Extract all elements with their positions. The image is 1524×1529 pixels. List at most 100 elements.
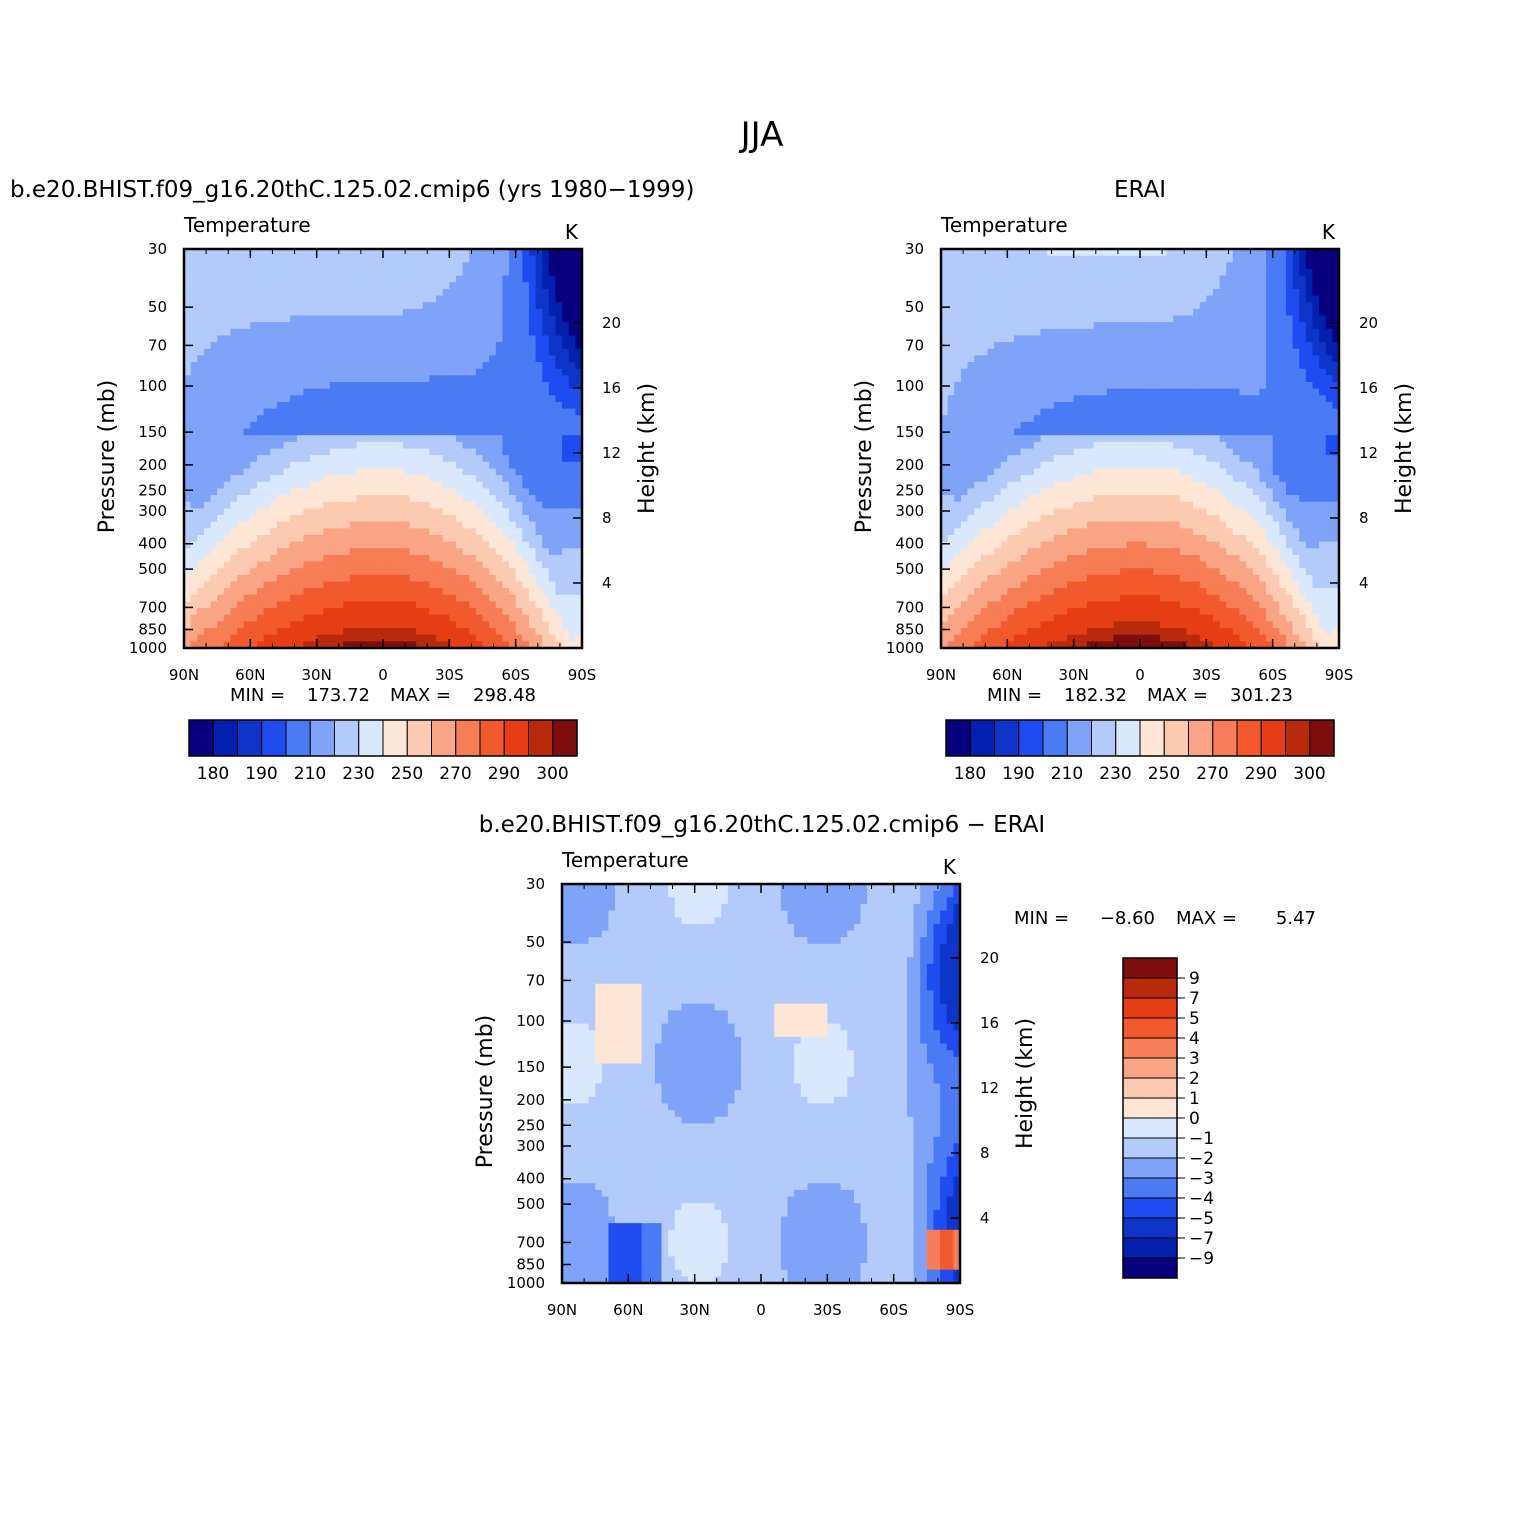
field-cell — [974, 389, 981, 396]
field-cell — [502, 429, 509, 436]
field-cell — [436, 615, 443, 622]
field-cell — [224, 289, 231, 296]
field-cell — [343, 495, 350, 502]
field-cell — [250, 455, 257, 462]
field-cell — [257, 582, 264, 589]
field-cell — [555, 329, 562, 336]
field-cell — [1240, 262, 1247, 269]
field-cell — [224, 402, 231, 409]
field-cell — [489, 515, 496, 522]
field-cell — [410, 329, 417, 336]
field-cell — [1054, 382, 1061, 389]
field-cell — [303, 555, 310, 562]
field-cell — [1074, 282, 1081, 289]
field-cell — [1253, 382, 1260, 389]
field-cell — [1226, 355, 1233, 362]
field-cell — [1299, 349, 1306, 356]
field-cell — [536, 628, 543, 635]
field-cell — [410, 296, 417, 303]
field-cell — [350, 276, 357, 283]
field-cell — [356, 482, 363, 489]
field-cell — [244, 355, 251, 362]
field-cell — [1120, 276, 1127, 283]
field-cell — [449, 595, 456, 602]
field-cell — [555, 262, 562, 269]
field-cell — [230, 522, 237, 529]
field-cell — [569, 355, 576, 362]
field-cell — [476, 369, 483, 376]
field-cell — [284, 522, 291, 529]
field-cell — [542, 588, 549, 595]
field-cell — [204, 289, 211, 296]
field-cell — [549, 322, 556, 329]
field-cell — [244, 575, 251, 582]
field-cell — [456, 595, 463, 602]
field-cell — [297, 269, 304, 276]
field-cell — [1240, 355, 1247, 362]
field-cell — [542, 415, 549, 422]
field-cell — [264, 575, 271, 582]
field-cell — [363, 608, 370, 615]
field-cell — [443, 262, 450, 269]
field-cell — [987, 256, 994, 263]
field-cell — [244, 615, 251, 622]
field-cell — [383, 322, 390, 329]
field-cell — [449, 508, 456, 515]
field-cell — [237, 429, 244, 436]
field-cell — [244, 495, 251, 502]
field-cell — [204, 635, 211, 642]
field-cell — [1107, 296, 1114, 303]
field-cell — [994, 322, 1001, 329]
field-cell — [277, 422, 284, 429]
field-cell — [224, 608, 231, 615]
field-cell — [1113, 382, 1120, 389]
field-cell — [1021, 256, 1028, 263]
field-cell — [476, 522, 483, 529]
field-cell — [376, 588, 383, 595]
field-cell — [443, 449, 450, 456]
field-cell — [1180, 296, 1187, 303]
field-cell — [230, 488, 237, 495]
field-cell — [310, 462, 317, 469]
field-cell — [502, 535, 509, 542]
field-cell — [224, 362, 231, 369]
field-cell — [297, 621, 304, 628]
field-cell — [383, 296, 390, 303]
field-cell — [1007, 335, 1014, 342]
field-cell — [244, 588, 251, 595]
field-cell — [343, 548, 350, 555]
field-cell — [350, 508, 357, 515]
field-cell — [204, 422, 211, 429]
field-cell — [250, 276, 257, 283]
field-cell — [1120, 342, 1127, 349]
field-cell — [284, 316, 291, 323]
field-cell — [350, 475, 357, 482]
field-cell — [529, 495, 536, 502]
field-cell — [363, 362, 370, 369]
field-cell — [416, 475, 423, 482]
field-cell — [463, 276, 470, 283]
field-cell — [529, 289, 536, 296]
field-cell — [390, 256, 397, 263]
field-cell — [536, 382, 543, 389]
field-cell — [217, 415, 224, 422]
field-cell — [1273, 262, 1280, 269]
field-cell — [436, 475, 443, 482]
field-cell — [496, 369, 503, 376]
field-cell — [974, 302, 981, 309]
field-cell — [217, 355, 224, 362]
field-cell — [496, 409, 503, 416]
field-cell — [1226, 282, 1233, 289]
field-cell — [217, 601, 224, 608]
field-cell — [257, 369, 264, 376]
field-cell — [370, 562, 377, 569]
field-cell — [383, 415, 390, 422]
field-cell — [230, 582, 237, 589]
field-cell — [350, 349, 357, 356]
field-cell — [476, 488, 483, 495]
field-cell — [562, 635, 569, 642]
field-cell — [463, 422, 470, 429]
field-cell — [290, 402, 297, 409]
field-cell — [264, 502, 271, 509]
field-cell — [443, 389, 450, 396]
